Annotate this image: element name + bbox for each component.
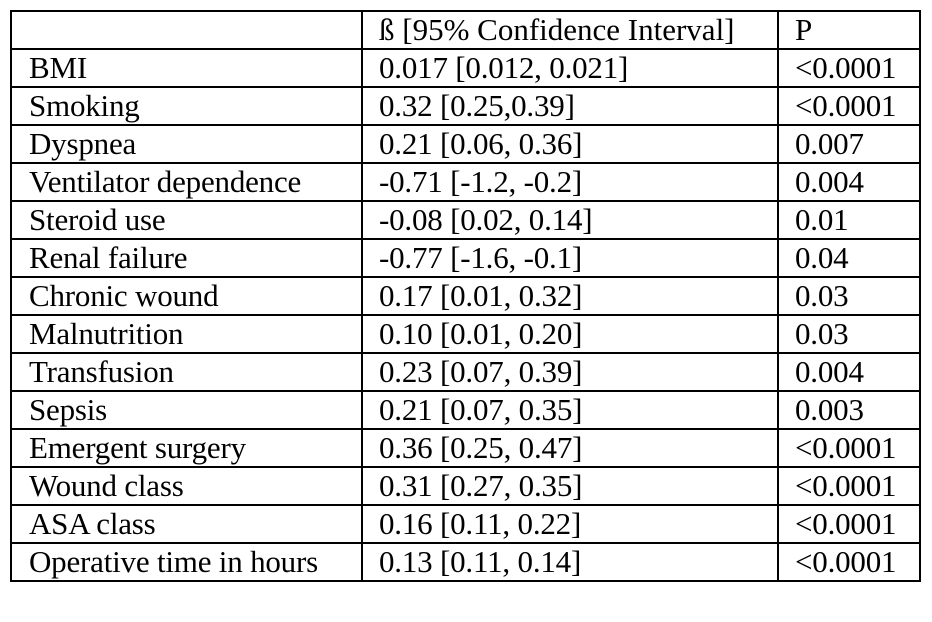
beta-ci-cell: 0.10 [0.01, 0.20]: [361, 314, 779, 354]
table-row: Dyspnea 0.21 [0.06, 0.36] 0.007: [10, 124, 921, 164]
variable-cell: Smoking: [10, 86, 363, 126]
variable-cell: BMI: [10, 48, 363, 88]
beta-ci-cell: -0.08 [0.02, 0.14]: [361, 200, 779, 240]
regression-table: ß [95% Confidence Interval] P BMI 0.017 …: [10, 10, 921, 582]
p-value-cell: <0.0001: [777, 504, 921, 544]
p-value-cell: 0.04: [777, 238, 921, 278]
p-value-cell: 0.03: [777, 276, 921, 316]
p-value-cell: <0.0001: [777, 86, 921, 126]
p-value-cell: <0.0001: [777, 542, 921, 582]
p-value-cell: <0.0001: [777, 428, 921, 468]
beta-ci-cell: 0.23 [0.07, 0.39]: [361, 352, 779, 392]
variable-cell: Wound class: [10, 466, 363, 506]
table-row: Malnutrition 0.10 [0.01, 0.20] 0.03: [10, 314, 921, 354]
table-row: Steroid use -0.08 [0.02, 0.14] 0.01: [10, 200, 921, 240]
table-row: Emergent surgery 0.36 [0.25, 0.47] <0.00…: [10, 428, 921, 468]
header-p-value: P: [777, 10, 921, 50]
variable-cell: Renal failure: [10, 238, 363, 278]
variable-cell: Transfusion: [10, 352, 363, 392]
p-value-cell: <0.0001: [777, 466, 921, 506]
variable-cell: Malnutrition: [10, 314, 363, 354]
table-row: Transfusion 0.23 [0.07, 0.39] 0.004: [10, 352, 921, 392]
beta-ci-cell: -0.71 [-1.2, -0.2]: [361, 162, 779, 202]
table-row: Smoking 0.32 [0.25,0.39] <0.0001: [10, 86, 921, 126]
beta-ci-cell: 0.13 [0.11, 0.14]: [361, 542, 779, 582]
regression-table-container: ß [95% Confidence Interval] P BMI 0.017 …: [10, 10, 921, 582]
beta-ci-cell: -0.77 [-1.6, -0.1]: [361, 238, 779, 278]
variable-cell: Dyspnea: [10, 124, 363, 164]
table-row: Renal failure -0.77 [-1.6, -0.1] 0.04: [10, 238, 921, 278]
beta-ci-cell: 0.17 [0.01, 0.32]: [361, 276, 779, 316]
variable-cell: ASA class: [10, 504, 363, 544]
variable-cell: Chronic wound: [10, 276, 363, 316]
p-value-cell: 0.03: [777, 314, 921, 354]
p-value-cell: 0.01: [777, 200, 921, 240]
variable-cell: Sepsis: [10, 390, 363, 430]
beta-ci-cell: 0.31 [0.27, 0.35]: [361, 466, 779, 506]
table-row: Chronic wound 0.17 [0.01, 0.32] 0.03: [10, 276, 921, 316]
table-body: BMI 0.017 [0.012, 0.021] <0.0001 Smoking…: [10, 48, 921, 582]
beta-ci-cell: 0.16 [0.11, 0.22]: [361, 504, 779, 544]
p-value-cell: 0.007: [777, 124, 921, 164]
p-value-cell: 0.003: [777, 390, 921, 430]
beta-ci-cell: 0.36 [0.25, 0.47]: [361, 428, 779, 468]
variable-cell: Ventilator dependence: [10, 162, 363, 202]
header-beta-ci: ß [95% Confidence Interval]: [361, 10, 779, 50]
table-row: Operative time in hours 0.13 [0.11, 0.14…: [10, 542, 921, 582]
p-value-cell: 0.004: [777, 352, 921, 392]
beta-ci-cell: 0.21 [0.07, 0.35]: [361, 390, 779, 430]
p-value-cell: <0.0001: [777, 48, 921, 88]
table-row: Ventilator dependence -0.71 [-1.2, -0.2]…: [10, 162, 921, 202]
table-row: ASA class 0.16 [0.11, 0.22] <0.0001: [10, 504, 921, 544]
beta-ci-cell: 0.017 [0.012, 0.021]: [361, 48, 779, 88]
table-row: Sepsis 0.21 [0.07, 0.35] 0.003: [10, 390, 921, 430]
beta-ci-cell: 0.21 [0.06, 0.36]: [361, 124, 779, 164]
variable-cell: Emergent surgery: [10, 428, 363, 468]
table-row: BMI 0.017 [0.012, 0.021] <0.0001: [10, 48, 921, 88]
variable-cell: Steroid use: [10, 200, 363, 240]
header-row: ß [95% Confidence Interval] P: [10, 10, 921, 50]
table-row: Wound class 0.31 [0.27, 0.35] <0.0001: [10, 466, 921, 506]
header-variable: [10, 10, 363, 50]
variable-cell: Operative time in hours: [10, 542, 363, 582]
p-value-cell: 0.004: [777, 162, 921, 202]
beta-ci-cell: 0.32 [0.25,0.39]: [361, 86, 779, 126]
